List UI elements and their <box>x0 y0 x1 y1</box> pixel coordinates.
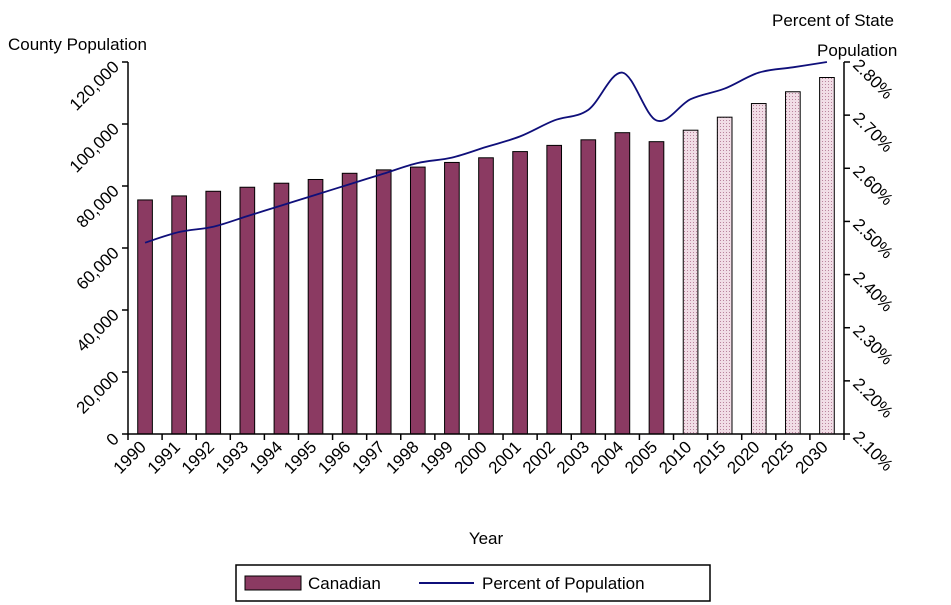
bar-2001 <box>512 151 528 435</box>
x-tick-label: 1993 <box>212 437 252 477</box>
y2-axis-title-line1: Percent of State <box>772 11 894 30</box>
x-tick-label: 1991 <box>144 437 184 477</box>
bar-1999 <box>444 161 460 435</box>
x-tick-label: 2030 <box>792 437 832 477</box>
x-tick-label: 1995 <box>280 437 320 477</box>
legend-label-canadian: Canadian <box>308 574 381 593</box>
y2-axis-title-line2: Population <box>817 41 897 60</box>
x-tick-label: 1999 <box>417 437 457 477</box>
bar-2004 <box>614 132 631 435</box>
bar-2030 <box>819 77 835 435</box>
line-layer <box>144 61 828 244</box>
y-tick-label: 20,000 <box>73 367 123 417</box>
bar-2015 <box>716 116 733 435</box>
bar-2003 <box>580 139 597 435</box>
bar-2010 <box>682 129 699 435</box>
x-tick-label: 2015 <box>689 437 729 477</box>
y-tick-label: 40,000 <box>73 305 123 355</box>
x-ticks: 1990199119921993199419951996199719981999… <box>110 434 845 478</box>
bar-1996 <box>341 172 358 435</box>
y-tick-label: 120,000 <box>66 57 123 114</box>
x-tick-label: 1998 <box>382 437 422 477</box>
x-tick-label: 2020 <box>723 437 763 477</box>
bar-1997 <box>375 169 392 435</box>
bar-1993 <box>239 186 256 435</box>
x-tick-label: 2005 <box>621 437 661 477</box>
x-tick-label: 2001 <box>485 437 525 477</box>
bar-2020 <box>750 103 767 435</box>
y2-tick-label: 2.20% <box>849 374 897 422</box>
x-tick-label: 2010 <box>655 437 695 477</box>
bar-2002 <box>546 144 563 435</box>
legend: Canadian Percent of Population <box>235 564 711 602</box>
bar-2025 <box>785 91 801 435</box>
y2-tick-label: 2.80% <box>849 55 897 103</box>
x-axis-title: Year <box>469 529 504 548</box>
bar-2005 <box>648 141 665 435</box>
x-tick-label: 1996 <box>314 437 354 477</box>
y2-tick-label: 2.60% <box>849 162 897 210</box>
legend-swatch-canadian <box>244 575 302 591</box>
x-tick-label: 1997 <box>348 437 388 477</box>
legend-label-percent: Percent of Population <box>482 574 645 593</box>
bar-2000 <box>478 157 494 435</box>
y2-tick-label: 2.70% <box>849 109 897 157</box>
y-axis-title: County Population <box>8 35 147 54</box>
y2-tick-label: 2.50% <box>849 215 897 263</box>
y2-tick-label: 2.10% <box>849 427 897 475</box>
y-tick-label: 100,000 <box>66 119 123 176</box>
x-tick-label: 2000 <box>451 437 491 477</box>
y-tick-label: 60,000 <box>73 243 123 293</box>
y-tick-label: 0 <box>103 429 123 449</box>
y2-tick-label: 2.30% <box>849 321 897 369</box>
y2-ticks: 2.10% 2.20% 2.30% 2.40% 2.50% 2.60% 2.70% 2.80% <box>844 55 897 475</box>
bar-1994 <box>273 182 290 435</box>
x-tick-label: 2002 <box>519 437 559 477</box>
bar-1995 <box>307 178 324 435</box>
bars-group <box>137 77 835 435</box>
bar-1990 <box>137 199 153 435</box>
y-tick-label: 80,000 <box>73 181 123 231</box>
y2-tick-label: 2.40% <box>849 268 897 316</box>
x-tick-label: 2025 <box>758 437 798 477</box>
x-tick-label: 2003 <box>553 437 593 477</box>
x-tick-label: 1992 <box>178 437 218 477</box>
x-tick-label: 1994 <box>246 437 286 477</box>
bar-1998 <box>409 166 426 435</box>
x-tick-label: 2004 <box>587 437 627 477</box>
line-percent-of-population <box>144 61 828 244</box>
